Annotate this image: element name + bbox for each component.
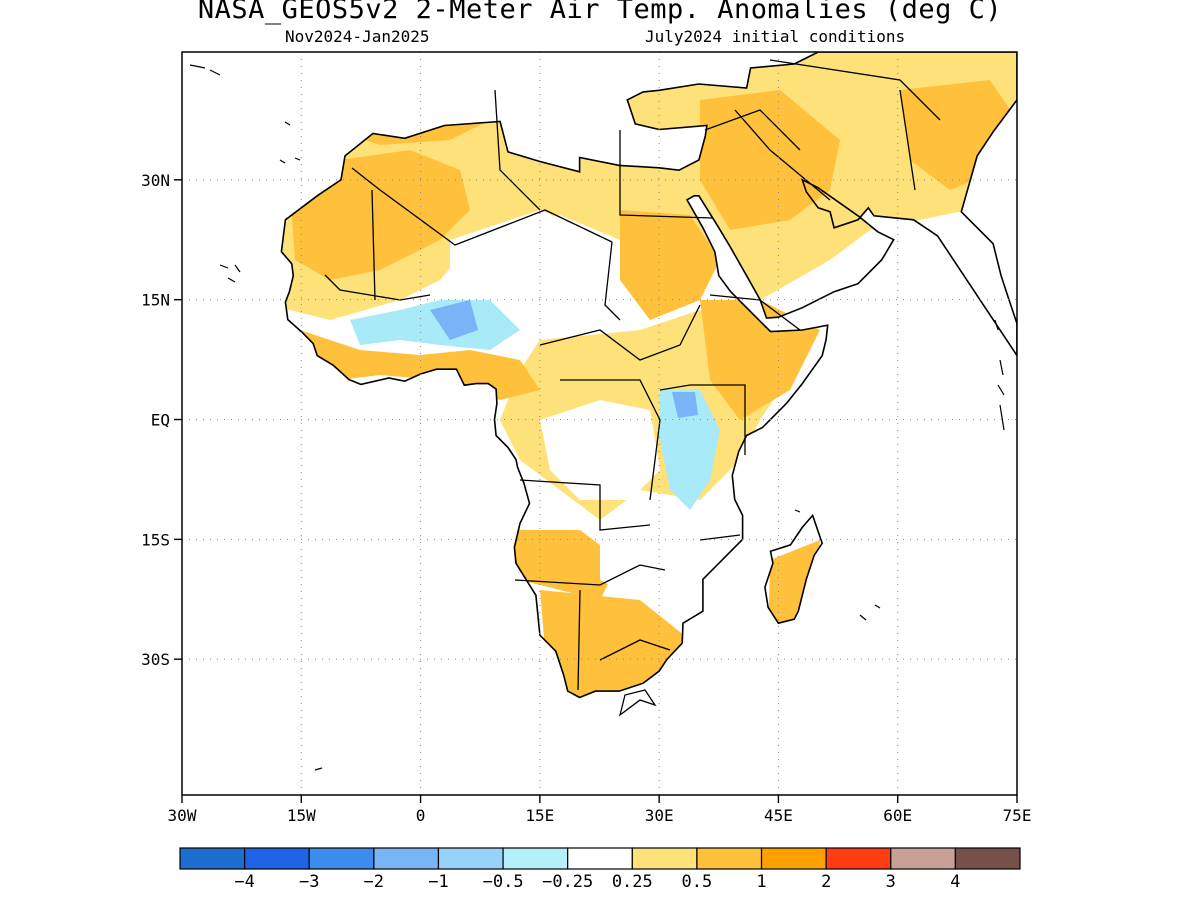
lon-tick-label: 75E xyxy=(1003,806,1032,825)
border-line xyxy=(709,294,801,331)
lon-tick-label: 15W xyxy=(287,806,316,825)
anomaly-warm-mid-arabia xyxy=(700,90,840,230)
colorbar-label: −3 xyxy=(299,872,319,892)
anomaly-cool-light-nigeria xyxy=(350,300,520,350)
anomaly-white-congo xyxy=(540,400,660,500)
lat-tick-label: EQ xyxy=(151,411,170,430)
island-outline xyxy=(794,509,881,621)
anomaly-white-zambia xyxy=(600,520,700,600)
border-line xyxy=(769,59,941,121)
anomaly-warm-mid-madagascar xyxy=(768,540,820,660)
border-line xyxy=(618,689,657,717)
colorbar-swatch xyxy=(179,847,246,870)
map-area xyxy=(182,52,1017,795)
anomaly-warm-mid-westafrica xyxy=(300,330,540,400)
lat-tick-label: 15N xyxy=(141,291,170,310)
border-line xyxy=(519,479,651,531)
border-line xyxy=(699,534,741,541)
border-line xyxy=(560,379,661,501)
colorbar: −4 −3 −2 −1 −0.5 −0.25 0.25 0.5 1 2 3 4 xyxy=(179,847,1021,892)
coastline-outline xyxy=(280,52,1017,699)
colorbar-label: 0.5 xyxy=(682,872,713,892)
colorbar-swatch xyxy=(437,847,504,870)
colorbar-swatch xyxy=(696,847,763,870)
colorbar-swatch xyxy=(308,847,375,870)
colorbar-swatch xyxy=(567,847,633,870)
colorbar-swatch xyxy=(631,847,698,870)
border-line xyxy=(734,109,831,201)
lon-tick-label: 60E xyxy=(883,806,912,825)
anomaly-cool-light-eastafrica xyxy=(660,390,720,510)
colorbar-swatch xyxy=(244,847,310,870)
lon-tick-label: 15E xyxy=(525,806,554,825)
colorbar-label: 2 xyxy=(821,872,831,892)
border-line xyxy=(539,304,701,361)
border-line xyxy=(371,189,376,301)
border-line xyxy=(619,130,713,219)
lat-tick-label: 30S xyxy=(141,650,170,669)
anomaly-cool-mid-nigeria xyxy=(430,300,478,340)
islands xyxy=(189,64,1005,771)
lon-tick-label: 45E xyxy=(764,806,793,825)
border-line xyxy=(704,109,801,151)
map-title: NASA_GEOS5v2 2-Meter Air Temp. Anomalies… xyxy=(197,0,1003,25)
lon-tick-label: 30W xyxy=(168,806,197,825)
colorbar-label: 1 xyxy=(756,872,766,892)
border-line xyxy=(659,384,746,455)
island-outline xyxy=(279,121,301,164)
colorbar-label: −2 xyxy=(364,872,384,892)
lat-tick-label: 15S xyxy=(141,530,170,549)
initial-conditions: July2024 initial conditions xyxy=(645,27,906,46)
border-line xyxy=(899,89,916,191)
colorbar-label: 3 xyxy=(886,872,896,892)
colorbar-swatch xyxy=(825,847,892,870)
anomaly-white-sahel xyxy=(450,210,620,330)
plot-frame xyxy=(181,51,1018,796)
border-line xyxy=(577,589,581,691)
island-outline xyxy=(219,264,241,283)
colorbar-swatch xyxy=(954,847,1021,870)
colorbar-label: −0.25 xyxy=(542,872,593,892)
lon-tick-label: 30E xyxy=(645,806,674,825)
island-outline xyxy=(994,319,1005,431)
country-borders xyxy=(324,59,941,717)
border-line xyxy=(604,241,621,321)
anomaly-warm-mid-southafrica xyxy=(540,590,690,698)
colorbar-label: 4 xyxy=(950,872,960,892)
graticule xyxy=(182,52,1017,795)
colorbar-swatch xyxy=(502,847,569,870)
colorbar-swatch xyxy=(760,847,827,870)
colorbar-swatch xyxy=(890,847,956,870)
anomaly-cool-mid-lakevictoria xyxy=(672,392,698,418)
border-line xyxy=(324,274,431,301)
axes: 30N 15N EQ 15S 30S 30W 15W 0 15E 30E 45E 60E 75E xyxy=(141,171,1031,825)
colorbar-label: −1 xyxy=(428,872,448,892)
border-line xyxy=(351,167,613,246)
lat-tick-label: 30N xyxy=(141,171,170,190)
forecast-period: Nov2024-Jan2025 xyxy=(285,27,430,46)
border-line xyxy=(494,89,541,211)
colorbar-label: −4 xyxy=(234,872,254,892)
colorbar-swatch xyxy=(373,847,440,870)
colorbar-label: 0.25 xyxy=(612,872,653,892)
border-line xyxy=(514,564,666,586)
lon-tick-label: 0 xyxy=(416,806,426,825)
anomaly-shading xyxy=(281,52,1017,698)
colorbar-label: −0.5 xyxy=(483,872,524,892)
anomaly-warm-mid-sudan xyxy=(620,210,720,320)
island-outline xyxy=(314,767,323,771)
border-line xyxy=(599,639,671,661)
anomaly-warm-mid-southern xyxy=(510,530,620,600)
island-outline xyxy=(189,64,221,76)
